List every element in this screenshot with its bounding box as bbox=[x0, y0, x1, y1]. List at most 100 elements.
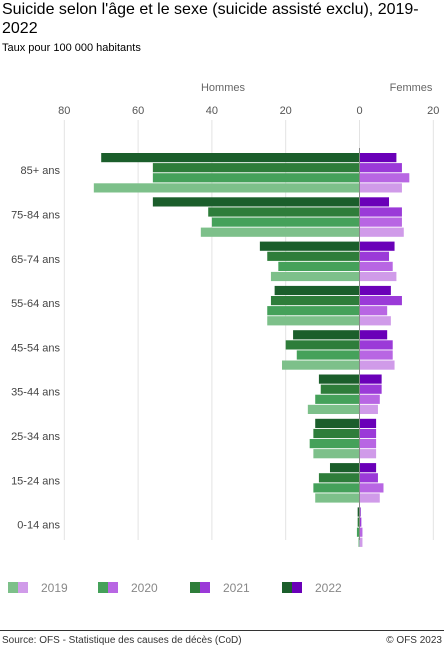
men-axis-label: Hommes bbox=[201, 82, 246, 94]
bar-men bbox=[315, 493, 360, 503]
women-axis-label: Femmes bbox=[390, 82, 433, 94]
bar-men bbox=[313, 483, 360, 493]
bar-men bbox=[315, 394, 360, 404]
bar-women bbox=[359, 394, 380, 404]
x-tick-label: 20 bbox=[280, 105, 292, 117]
x-tick-label: 0 bbox=[356, 105, 362, 117]
x-tick-label: 80 bbox=[58, 105, 70, 117]
legend-label: 2020 bbox=[131, 581, 158, 595]
legend-label: 2021 bbox=[223, 581, 250, 595]
bar-men bbox=[267, 251, 360, 261]
x-tick-label: 60 bbox=[132, 105, 144, 117]
bar-women bbox=[359, 306, 388, 316]
bar-women bbox=[359, 330, 388, 340]
bar-men bbox=[267, 306, 360, 316]
bar-women bbox=[359, 316, 391, 326]
bar-women bbox=[359, 473, 378, 483]
legend-swatch-women bbox=[108, 582, 118, 593]
bar-women bbox=[359, 463, 377, 473]
legend-swatch-women bbox=[18, 582, 28, 593]
bar-women bbox=[359, 241, 395, 251]
category-label: 55-64 ans bbox=[11, 298, 60, 310]
bar-men bbox=[270, 271, 360, 282]
bar-women bbox=[359, 340, 393, 350]
bar-women bbox=[359, 404, 378, 414]
legend: 2019 2020 2021 2022 bbox=[8, 581, 342, 595]
category-label: 75-84 ans bbox=[11, 210, 60, 222]
bar-women bbox=[359, 374, 382, 384]
bar-women bbox=[359, 173, 410, 183]
bar-women bbox=[359, 207, 402, 217]
bar-women bbox=[359, 418, 377, 428]
bar-men bbox=[285, 340, 360, 350]
bar-women bbox=[359, 271, 397, 282]
footer-divider bbox=[0, 630, 444, 631]
pyramid-chart: 80 60 40 20 0 20 Hommes Femmes 85+ ans 75-84 a… bbox=[8, 82, 439, 595]
chart-title: Suicide selon l'âge et le sexe (suicide … bbox=[2, 1, 419, 37]
category-label: 15-24 ans bbox=[11, 475, 60, 487]
bar-women bbox=[359, 517, 362, 527]
bar-men bbox=[309, 439, 360, 449]
category-label: 45-54 ans bbox=[11, 342, 60, 354]
bar-men bbox=[274, 285, 360, 296]
bar-women bbox=[359, 197, 390, 207]
bar-men bbox=[208, 207, 360, 217]
bar-men bbox=[356, 527, 360, 537]
legend-swatch-men bbox=[98, 582, 108, 593]
bar-men bbox=[318, 374, 360, 384]
bar-women bbox=[359, 439, 377, 449]
bar-women bbox=[359, 360, 395, 370]
category-label: 35-44 ans bbox=[11, 387, 60, 399]
bar-men bbox=[313, 428, 360, 439]
legend-swatch-men bbox=[282, 582, 292, 593]
bar-men bbox=[329, 463, 360, 473]
category-label: 0-14 ans bbox=[17, 520, 60, 532]
legend-swatch-men bbox=[190, 582, 200, 593]
copyright-note: © OFS 2023 bbox=[386, 635, 442, 646]
bar-men bbox=[152, 197, 360, 207]
category-label: 65-74 ans bbox=[11, 254, 60, 266]
legend-swatch-women bbox=[200, 582, 210, 593]
legend-label: 2022 bbox=[315, 581, 342, 595]
bar-women bbox=[359, 449, 377, 459]
bar-men bbox=[152, 173, 360, 183]
bar-women bbox=[359, 428, 377, 439]
bar-men bbox=[296, 350, 360, 360]
legend-label: 2019 bbox=[41, 581, 68, 595]
source-note: Source: OFS - Statistique des causes de … bbox=[2, 635, 242, 646]
bar-women bbox=[359, 384, 382, 394]
x-tick-label: 20 bbox=[427, 105, 439, 117]
bar-women bbox=[359, 527, 363, 537]
bar-men bbox=[211, 217, 360, 227]
bar-women bbox=[359, 251, 390, 261]
bar-women bbox=[359, 163, 402, 173]
x-tick-label: 40 bbox=[206, 105, 218, 117]
bar-men bbox=[307, 404, 360, 414]
bar-women bbox=[359, 350, 393, 360]
category-label: 85+ ans bbox=[21, 165, 61, 177]
bar-women bbox=[359, 296, 402, 306]
bar-men bbox=[293, 330, 360, 340]
bar-men bbox=[358, 537, 360, 547]
category-labels: 85+ ans 75-84 ans 65-74 ans 55-64 ans 45-54 … bbox=[11, 165, 60, 531]
bar-men bbox=[200, 227, 360, 237]
bar-men bbox=[313, 449, 360, 459]
bar-men bbox=[318, 473, 360, 483]
bar-men bbox=[152, 163, 360, 173]
bar-women bbox=[359, 507, 361, 517]
bar-women bbox=[359, 483, 384, 493]
bar-men bbox=[278, 261, 360, 271]
bar-men bbox=[315, 418, 360, 428]
bar-women bbox=[359, 285, 391, 296]
x-axis-ticks: 80 60 40 20 0 20 bbox=[58, 105, 439, 117]
bar-men bbox=[93, 183, 360, 193]
legend-swatch-men bbox=[8, 582, 18, 593]
bar-women bbox=[359, 183, 402, 193]
chart-subtitle: Taux pour 100 000 habitants bbox=[2, 42, 141, 54]
bar-men bbox=[282, 360, 360, 370]
category-label: 25-34 ans bbox=[11, 431, 60, 443]
bar-men bbox=[357, 517, 360, 527]
bar-women bbox=[359, 227, 404, 237]
bar-men bbox=[101, 153, 360, 163]
bar-men bbox=[259, 241, 360, 251]
